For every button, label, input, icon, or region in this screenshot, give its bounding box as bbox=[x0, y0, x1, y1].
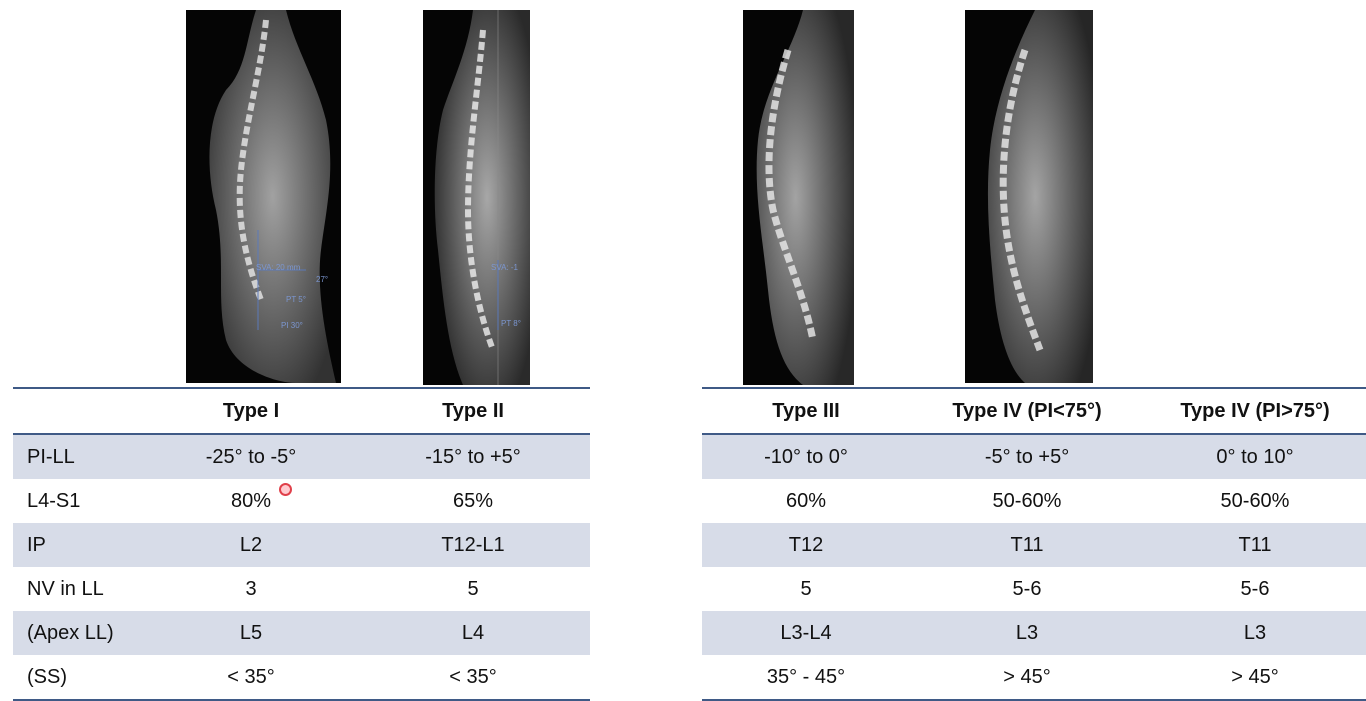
table-cell: L3 bbox=[910, 611, 1144, 655]
table-header-row: Type I Type II bbox=[13, 387, 590, 435]
header-type-3: Type III bbox=[702, 387, 910, 435]
table-row: (Apex LL) L5 L4 bbox=[13, 611, 590, 655]
table-cell: L5 bbox=[146, 611, 356, 655]
table-cell: T11 bbox=[910, 523, 1144, 567]
table-cell: L4 bbox=[356, 611, 590, 655]
table-cell: 65% bbox=[452, 489, 494, 512]
table-cell: 80% bbox=[230, 489, 272, 512]
cursor-pointer-icon bbox=[279, 483, 292, 496]
header-type-1: Type I bbox=[146, 387, 356, 435]
table-cell: -15° to +5° bbox=[356, 434, 590, 479]
table-cell: 5 bbox=[800, 577, 812, 600]
row-label: L4-S1 bbox=[27, 489, 81, 512]
table-cell: 5-6 bbox=[1012, 577, 1042, 600]
xray-image-type-3 bbox=[743, 10, 854, 385]
table-row: -10° to 0° -5° to +5° 0° to 10° bbox=[702, 434, 1366, 479]
header-cell bbox=[13, 387, 146, 435]
table-cell: L3 bbox=[1144, 611, 1366, 655]
table-row: T12 T11 T11 bbox=[702, 523, 1366, 567]
table-cell: < 35° bbox=[356, 655, 590, 701]
table-cell: T11 bbox=[1144, 523, 1366, 567]
row-label: PI-LL bbox=[13, 434, 146, 479]
table-cell: -10° to 0° bbox=[702, 434, 910, 479]
xray-image-type-4 bbox=[965, 10, 1093, 383]
table-row: (SS) < 35° < 35° bbox=[13, 655, 590, 701]
overlay-sva: SVA: -1 bbox=[491, 263, 519, 272]
overlay-pt: PT 5° bbox=[286, 295, 306, 304]
overlay-sva: SVA: 20 mm bbox=[256, 263, 301, 272]
overlay-angle: 27° bbox=[316, 275, 328, 284]
row-label: IP bbox=[13, 523, 146, 567]
table-cell: > 45° bbox=[1144, 655, 1366, 701]
table-cell: L2 bbox=[146, 523, 356, 567]
table-cell: -5° to +5° bbox=[910, 434, 1144, 479]
spine-table-left: Type I Type II PI-LL -25° to -5° -15° to… bbox=[13, 387, 590, 701]
row-label: (Apex LL) bbox=[13, 611, 146, 655]
table-cell: 3 bbox=[245, 577, 257, 600]
table-row: NV in LL 3 5 bbox=[13, 567, 590, 611]
table-row: L3-L4 L3 L3 bbox=[702, 611, 1366, 655]
table-cell: 60% bbox=[785, 489, 827, 512]
xray-image-type-1: SVA: 20 mm PT 5° PI 30° 27° bbox=[186, 10, 341, 383]
table-cell: 5-6 bbox=[1240, 577, 1270, 600]
table-row: L4-S1 80% 65% bbox=[13, 479, 590, 523]
row-label: (SS) bbox=[13, 655, 146, 701]
header-type-4-high-pi: Type IV (PI>75°) bbox=[1144, 387, 1366, 435]
overlay-pi: PI 30° bbox=[281, 321, 303, 330]
table-row: 35° - 45° > 45° > 45° bbox=[702, 655, 1366, 701]
header-type-4-low-pi: Type IV (PI<75°) bbox=[910, 387, 1144, 435]
table-cell: < 35° bbox=[146, 655, 356, 701]
table-row: IP L2 T12-L1 bbox=[13, 523, 590, 567]
overlay-pt: PT 8° bbox=[501, 319, 521, 328]
spine-table-right: Type III Type IV (PI<75°) Type IV (PI>75… bbox=[702, 387, 1366, 701]
table-cell: -25° to -5° bbox=[146, 434, 356, 479]
table-cell: 0° to 10° bbox=[1144, 434, 1366, 479]
table-row: 60% 50-60% 50-60% bbox=[702, 479, 1366, 523]
table-cell: T12-L1 bbox=[356, 523, 590, 567]
table-cell: L3-L4 bbox=[702, 611, 910, 655]
table-cell: 50-60% bbox=[992, 489, 1062, 512]
table-header-row: Type III Type IV (PI<75°) Type IV (PI>75… bbox=[702, 387, 1366, 435]
xray-image-type-2: SVA: -1 PT 8° bbox=[423, 10, 530, 385]
table-row: PI-LL -25° to -5° -15° to +5° bbox=[13, 434, 590, 479]
row-label: NV in LL bbox=[27, 577, 104, 600]
table-cell: 35° - 45° bbox=[702, 655, 910, 701]
table-cell: 50-60% bbox=[1220, 489, 1290, 512]
table-row: 5 5-6 5-6 bbox=[702, 567, 1366, 611]
table-cell: > 45° bbox=[910, 655, 1144, 701]
table-cell: T12 bbox=[702, 523, 910, 567]
table-cell: 5 bbox=[467, 577, 479, 600]
header-type-2: Type II bbox=[356, 387, 590, 435]
